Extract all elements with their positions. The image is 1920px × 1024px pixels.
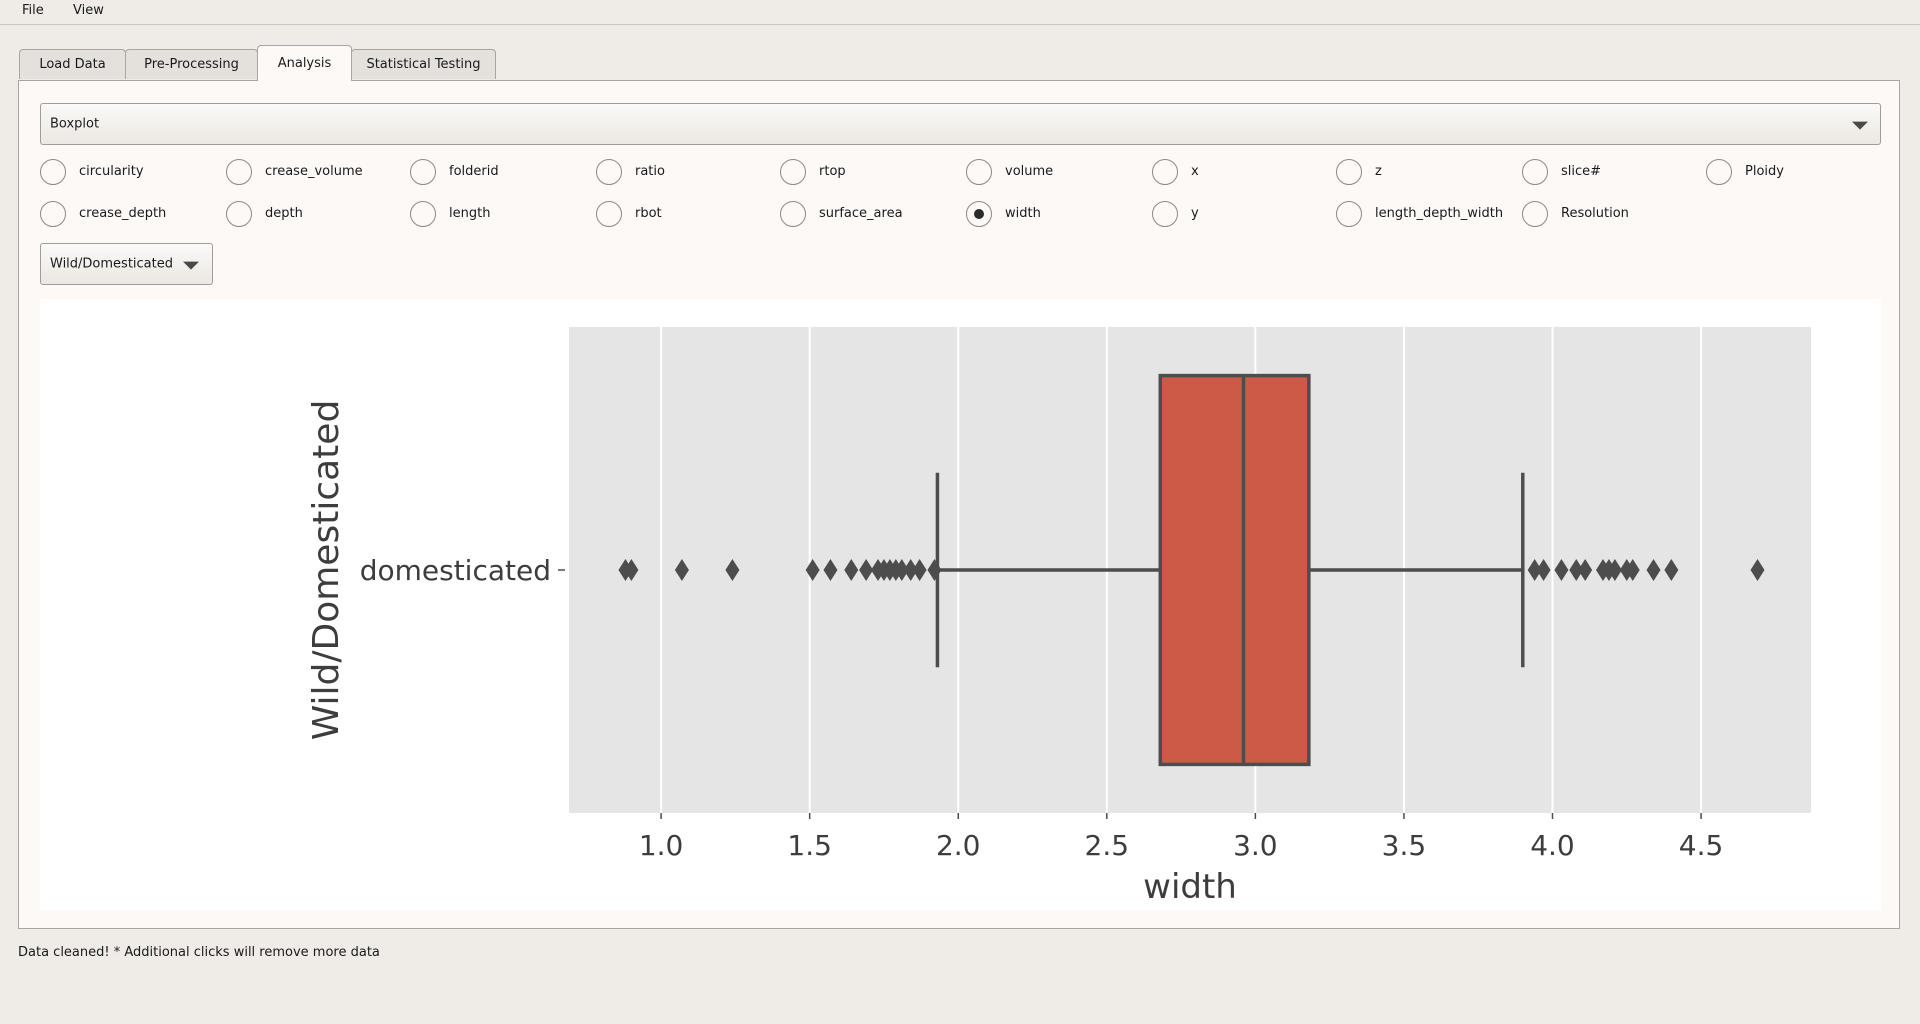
chevron-down-icon <box>1852 121 1868 130</box>
outlier-point <box>927 559 942 581</box>
outlier-point <box>725 559 740 581</box>
outlier-point <box>674 559 689 581</box>
status-message: Data cleaned! * Additional clicks will r… <box>18 945 380 960</box>
radio-circle-icon[interactable] <box>1522 159 1548 185</box>
x-tick-label: 2.0 <box>936 829 981 862</box>
tab-pre-processing[interactable]: Pre-Processing <box>125 49 258 79</box>
radio-circle-icon[interactable] <box>1336 159 1362 185</box>
radio-circle-icon[interactable] <box>596 159 622 185</box>
radio-circle-icon[interactable] <box>1152 159 1178 185</box>
box-layer <box>935 373 1525 767</box>
x-tick-label: 3.0 <box>1233 829 1278 862</box>
radio-circle-icon[interactable] <box>226 159 252 185</box>
tab-statistical-testing[interactable]: Statistical Testing <box>351 49 496 79</box>
outlier-point <box>1646 559 1661 581</box>
radio-circle-icon[interactable] <box>410 159 436 185</box>
radio-label: Ploidy <box>1745 164 1784 179</box>
outlier-point <box>1750 559 1765 581</box>
radio-circle-icon[interactable] <box>966 201 992 227</box>
tab-analysis[interactable]: Analysis <box>257 45 352 81</box>
radio-label: circularity <box>79 164 144 179</box>
x-axis-label: width <box>1143 867 1237 907</box>
radio-circle-icon[interactable] <box>780 201 806 227</box>
x-tick-label: 4.0 <box>1530 829 1575 862</box>
chevron-down-icon <box>183 261 199 270</box>
x-tick-label: 2.5 <box>1085 829 1130 862</box>
radio-circle-icon[interactable] <box>780 159 806 185</box>
radio-label: surface_area <box>819 206 903 221</box>
radio-label: crease_volume <box>265 164 363 179</box>
radio-label: crease_depth <box>79 206 167 221</box>
outlier-point <box>1554 559 1569 581</box>
outlier-point <box>903 559 918 581</box>
menu-bar: File View <box>0 0 1920 25</box>
radio-label: z <box>1375 164 1382 179</box>
radio-circle-icon[interactable] <box>1522 201 1548 227</box>
radio-label: length_depth_width <box>1375 206 1504 221</box>
outlier-point <box>1569 559 1584 581</box>
x-ticks: 1.0 1.5 2.0 2.5 3.0 3.5 4.0 4.5 <box>639 813 1723 862</box>
outlier-point <box>894 559 909 581</box>
y-ticks: domesticated <box>360 554 565 587</box>
menu-file[interactable]: File <box>22 3 44 18</box>
y-tick-label: domesticated <box>360 554 551 587</box>
x-tick-label: 4.5 <box>1679 829 1724 862</box>
outlier-layer <box>618 559 1765 581</box>
tab-load-data[interactable]: Load Data <box>19 49 126 79</box>
radio-label: y <box>1191 206 1199 221</box>
radio-label: depth <box>265 206 303 221</box>
outlier-point <box>823 559 838 581</box>
y-axis-label: Wild/Domesticated <box>306 400 347 741</box>
group-value: Wild/Domesticated <box>50 256 173 272</box>
plot-type-select[interactable]: Boxplot <box>40 103 1881 145</box>
radio-label: x <box>1191 164 1199 179</box>
radio-circle-icon[interactable] <box>966 159 992 185</box>
outlier-point <box>1527 559 1542 581</box>
box-iqr <box>1158 373 1311 767</box>
radio-circle-icon[interactable] <box>1336 201 1362 227</box>
radio-circle-icon[interactable] <box>596 201 622 227</box>
group-select[interactable]: Wild/Domesticated <box>40 243 213 285</box>
boxplot-chart: 1.0 1.5 2.0 2.5 3.0 3.5 4.0 4.5 domesticated wi… <box>306 327 1811 907</box>
x-tick-label: 1.5 <box>787 829 832 862</box>
outlier-point <box>1664 559 1679 581</box>
radio-label: rtop <box>819 164 846 179</box>
radio-circle-icon[interactable] <box>1152 201 1178 227</box>
outlier-point <box>859 559 874 581</box>
outlier-point <box>912 559 927 581</box>
outlier-point <box>1536 559 1551 581</box>
outlier-point <box>1578 559 1593 581</box>
radio-label: volume <box>1005 164 1054 179</box>
outlier-point <box>624 559 639 581</box>
plot-canvas: 1.0 1.5 2.0 2.5 3.0 3.5 4.0 4.5 domesticated wi… <box>40 299 1881 910</box>
radio-label: width <box>1005 206 1041 221</box>
radio-circle-icon[interactable] <box>410 201 436 227</box>
radio-label: length <box>449 206 491 221</box>
radio-circle-icon[interactable] <box>40 159 66 185</box>
outlier-point <box>1625 559 1640 581</box>
radio-label: ratio <box>635 164 665 179</box>
radio-label: slice# <box>1561 164 1602 179</box>
outlier-point <box>805 559 820 581</box>
radio-circle-icon[interactable] <box>40 201 66 227</box>
radio-label: Resolution <box>1561 206 1629 221</box>
outlier-point <box>844 559 859 581</box>
plot-type-value: Boxplot <box>50 116 100 132</box>
radio-circle-icon[interactable] <box>226 201 252 227</box>
radio-label: rbot <box>635 206 662 221</box>
x-tick-label: 1.0 <box>639 829 684 862</box>
radio-label: folderid <box>449 164 499 179</box>
menu-view[interactable]: View <box>73 3 104 18</box>
radio-circle-icon[interactable] <box>1706 159 1732 185</box>
x-tick-label: 3.5 <box>1382 829 1427 862</box>
outlier-point <box>1607 559 1622 581</box>
